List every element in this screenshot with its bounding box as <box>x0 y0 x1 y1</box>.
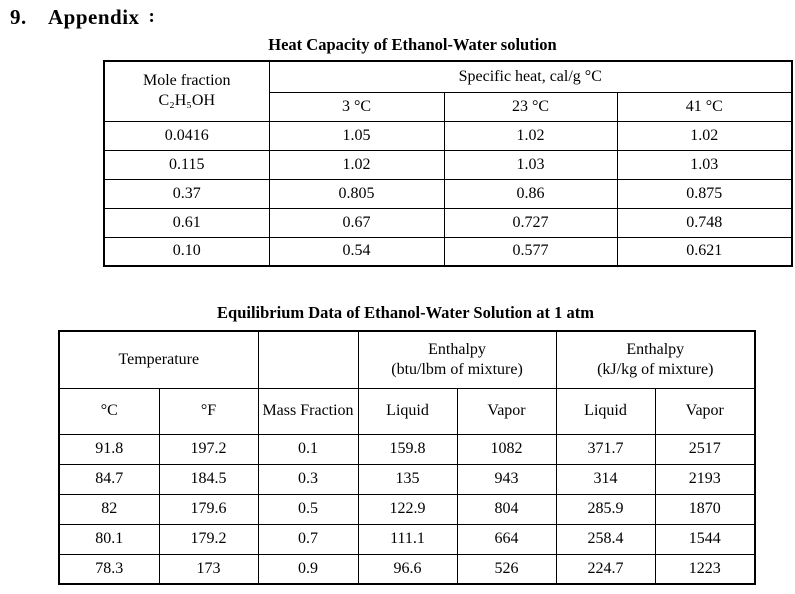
table-cell: 0.748 <box>616 207 793 238</box>
enthalpy-kj-line2: (kJ/kg of mixture) <box>597 360 714 378</box>
table-cell: 0.3 <box>257 463 359 495</box>
table-header-row: °C °F Mass Fraction Liquid Vapor Liquid … <box>58 387 756 435</box>
table-cell: 0.86 <box>443 178 618 209</box>
header-cell-specific-heat: Specific heat, cal/g °C <box>268 60 793 93</box>
table-cell: 0.61 <box>103 207 270 238</box>
table-cell: 371.7 <box>555 433 656 465</box>
table-cell: 0.0416 <box>103 120 270 151</box>
table-cell: 80.1 <box>58 523 160 555</box>
heading-colon: : <box>148 6 156 27</box>
table-cell: 0.37 <box>103 178 270 209</box>
table-row: 0.115 1.02 1.03 1.03 <box>103 149 793 180</box>
table-row: 91.8 197.2 0.1 159.8 1082 371.7 2517 <box>58 433 756 465</box>
table-cell: 179.2 <box>158 523 259 555</box>
table-row: 84.7 184.5 0.3 135 943 314 2193 <box>58 463 756 495</box>
table-cell: 159.8 <box>357 433 458 465</box>
header-cell-celsius: °C <box>58 387 160 435</box>
table-cell: 285.9 <box>555 493 656 525</box>
table-cell: 0.1 <box>257 433 359 465</box>
header-cell-liquid-btu: Liquid <box>357 387 458 435</box>
table-cell: 135 <box>357 463 458 495</box>
heading-number: 9. <box>10 5 27 29</box>
table-cell: 2517 <box>654 433 756 465</box>
heading-title: Appendix <box>48 5 140 29</box>
enthalpy-btu-line2: (btu/lbm of mixture) <box>391 360 523 378</box>
header-cell-vapor-kj: Vapor <box>654 387 756 435</box>
table-row: 0.0416 1.05 1.02 1.02 <box>103 120 793 151</box>
table-cell: 1.03 <box>616 149 793 180</box>
table-cell: 943 <box>456 463 557 495</box>
table-cell: 111.1 <box>357 523 458 555</box>
table-row: 82 179.6 0.5 122.9 804 285.9 1870 <box>58 493 756 525</box>
table-cell: 122.9 <box>357 493 458 525</box>
equilibrium-table-title: Equilibrium Data of Ethanol-Water Soluti… <box>217 303 594 322</box>
equilibrium-data-table: Temperature Enthalpy (btu/lbm of mixture… <box>58 330 757 585</box>
table-cell: 173 <box>158 553 259 585</box>
table-cell: 0.805 <box>268 178 445 209</box>
table-cell: 0.5 <box>257 493 359 525</box>
table-header-row: Temperature Enthalpy (btu/lbm of mixture… <box>58 330 756 389</box>
table-cell: 804 <box>456 493 557 525</box>
table-cell: 224.7 <box>555 553 656 585</box>
table-cell: 526 <box>456 553 557 585</box>
table-cell: 0.115 <box>103 149 270 180</box>
ethanol-formula: C₂H₅OH <box>158 92 216 110</box>
table-cell: 84.7 <box>58 463 160 495</box>
table-cell: 0.727 <box>443 207 618 238</box>
table-cell: 91.8 <box>58 433 160 465</box>
table-cell: 82 <box>58 493 160 525</box>
table-cell: 1223 <box>654 553 756 585</box>
table-row: 80.1 179.2 0.7 111.1 664 258.4 1544 <box>58 523 756 555</box>
page-heading: 9. Appendix: <box>10 5 795 30</box>
table-cell: 1082 <box>456 433 557 465</box>
header-cell-temp-3c: 3 °C <box>268 91 445 122</box>
table-cell: 96.6 <box>357 553 458 585</box>
heat-capacity-table-title: Heat Capacity of Ethanol-Water solution <box>268 35 557 54</box>
table-cell: 2193 <box>654 463 756 495</box>
table-row: 78.3 173 0.9 96.6 526 224.7 1223 <box>58 553 756 585</box>
table-row: 0.61 0.67 0.727 0.748 <box>103 207 793 238</box>
enthalpy-kj-line1: Enthalpy <box>626 340 685 358</box>
heat-capacity-table: Mole fraction C₂H₅OH Specific heat, cal/… <box>103 60 793 267</box>
table-cell: 0.577 <box>443 236 618 267</box>
table-cell: 314 <box>555 463 656 495</box>
table-cell: 1.05 <box>268 120 445 151</box>
table-cell: 664 <box>456 523 557 555</box>
header-cell-blank <box>257 330 359 389</box>
header-cell-temp-41c: 41 °C <box>616 91 793 122</box>
header-cell-mole-fraction: Mole fraction C₂H₅OH <box>103 60 270 122</box>
table-cell: 1.02 <box>268 149 445 180</box>
table-cell: 197.2 <box>158 433 259 465</box>
table-cell: 258.4 <box>555 523 656 555</box>
table-cell: 1870 <box>654 493 756 525</box>
table-cell: 0.7 <box>257 523 359 555</box>
table-cell: 1.02 <box>616 120 793 151</box>
header-cell-mass-fraction: Mass Fraction <box>257 387 359 435</box>
table-cell: 0.621 <box>616 236 793 267</box>
table-cell: 0.9 <box>257 553 359 585</box>
table-header-row: 3 °C 23 °C 41 °C <box>104 91 793 122</box>
table-cell: 1.03 <box>443 149 618 180</box>
table-row: 0.10 0.54 0.577 0.621 <box>103 236 793 267</box>
table-cell: 1544 <box>654 523 756 555</box>
header-cell-vapor-btu: Vapor <box>456 387 557 435</box>
header-cell-enthalpy-kj: Enthalpy (kJ/kg of mixture) <box>555 330 756 389</box>
header-cell-liquid-kj: Liquid <box>555 387 656 435</box>
table-cell: 0.67 <box>268 207 445 238</box>
table-cell: 1.02 <box>443 120 618 151</box>
table-cell: 184.5 <box>158 463 259 495</box>
header-cell-temp-23c: 23 °C <box>443 91 618 122</box>
table-header-row: Mole fraction C₂H₅OH Specific heat, cal/… <box>103 60 793 122</box>
table-cell: 78.3 <box>58 553 160 585</box>
enthalpy-btu-line1: Enthalpy <box>428 340 486 358</box>
header-cell-temperature: Temperature <box>58 330 259 389</box>
header-cell-fahrenheit: °F <box>158 387 259 435</box>
table-cell: 0.10 <box>103 236 270 267</box>
table-cell: 0.875 <box>616 178 793 209</box>
table-row: 0.37 0.805 0.86 0.875 <box>103 178 793 209</box>
table-cell: 0.54 <box>268 236 445 267</box>
mole-fraction-label: Mole fraction <box>142 72 231 90</box>
table-cell: 179.6 <box>158 493 259 525</box>
header-cell-enthalpy-btu: Enthalpy (btu/lbm of mixture) <box>357 330 557 389</box>
